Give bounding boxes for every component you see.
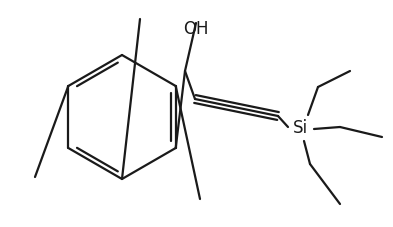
Text: OH: OH xyxy=(183,20,209,38)
Text: Si: Si xyxy=(292,118,308,136)
